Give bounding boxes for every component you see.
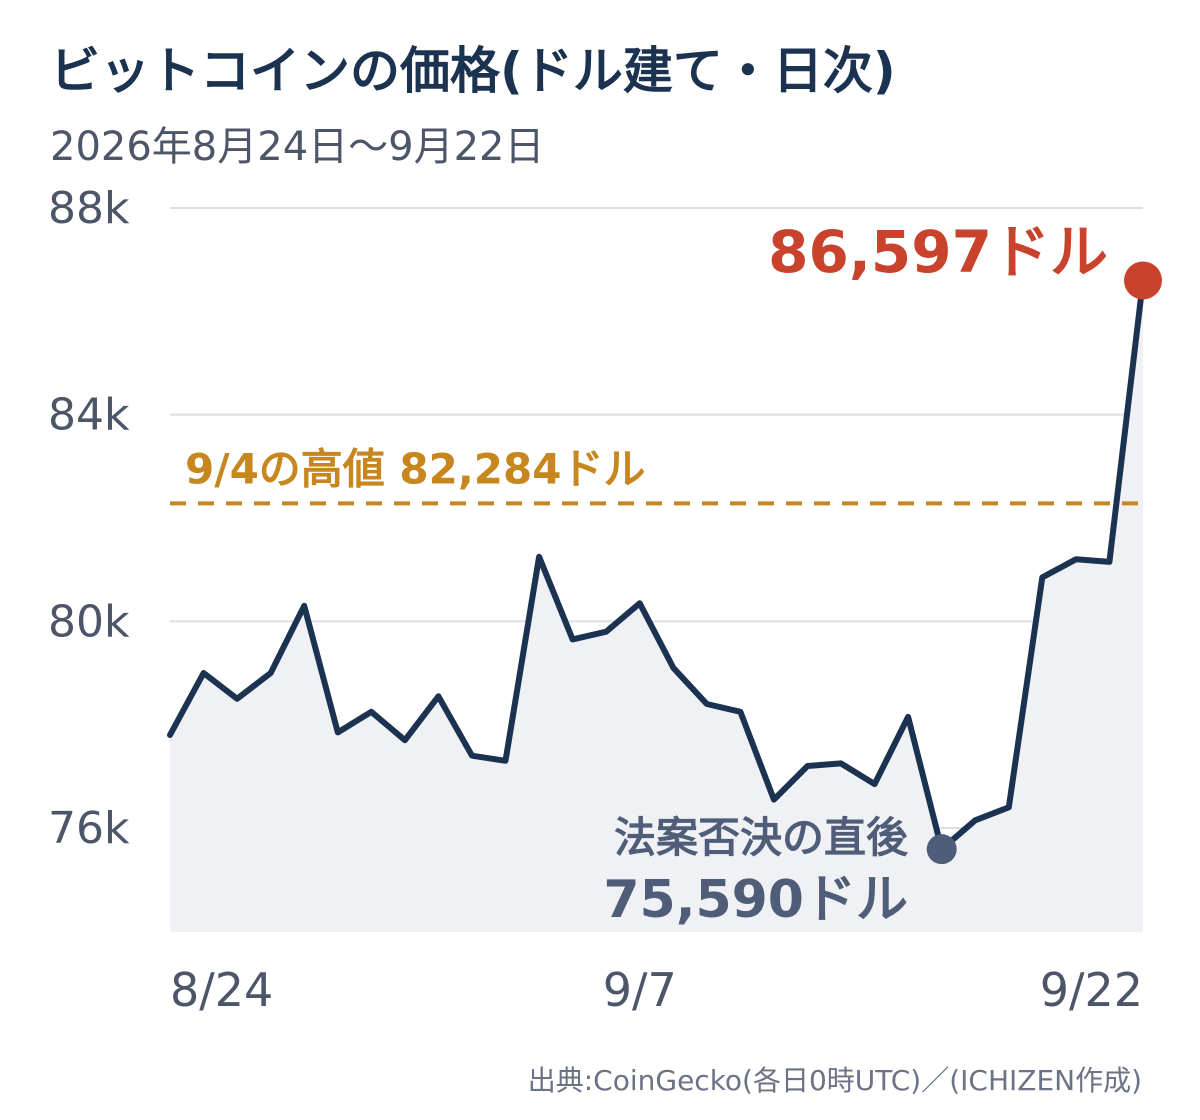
x-tick-label: 9/7 (603, 963, 677, 1017)
y-tick-label: 80k (48, 596, 130, 647)
x-axis-ticks: 8/24 9/7 9/22 (170, 963, 1143, 1017)
low-point-label-line1: 法案否決の直後 (614, 813, 909, 862)
low-point-marker (926, 834, 957, 865)
price-area (170, 280, 1143, 932)
x-tick-label: 9/22 (1040, 963, 1143, 1017)
x-tick-label: 8/24 (170, 963, 273, 1017)
last-point-marker (1124, 261, 1162, 300)
y-tick-label: 76k (48, 803, 130, 854)
y-axis-ticks: 88k 84k 80k 76k (48, 183, 130, 854)
source-note: 出典:CoinGecko(各日0時UTC)／(ICHIZEN作成) (528, 1064, 1142, 1097)
reference-label: 9/4の高値 82,284ドル (185, 444, 645, 493)
y-tick-label: 84k (48, 390, 130, 441)
chart-subtitle: 2026年8月24日〜9月22日 (50, 124, 545, 170)
last-point-label: 86,597ドル (768, 218, 1108, 286)
low-point-label-line2: 75,590ドル (603, 870, 908, 930)
chart-title: ビットコインの価格(ドル建て・日次) (50, 42, 896, 100)
price-line (167, 277, 1146, 853)
y-tick-label: 88k (48, 183, 130, 234)
reference-line-group: 9/4の高値 82,284ドル (170, 444, 1143, 506)
